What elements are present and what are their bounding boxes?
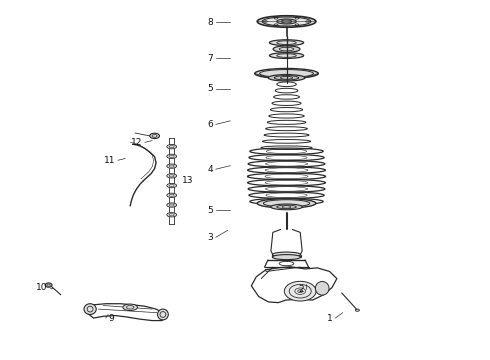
Ellipse shape [158, 309, 168, 320]
Ellipse shape [167, 213, 176, 217]
Text: 5: 5 [207, 84, 213, 93]
Text: 9: 9 [108, 314, 114, 323]
Text: 10: 10 [36, 283, 47, 292]
Ellipse shape [284, 281, 316, 301]
Text: 7: 7 [207, 54, 213, 63]
Text: 3: 3 [207, 233, 213, 242]
Text: 8: 8 [207, 18, 213, 27]
Ellipse shape [150, 133, 159, 139]
Ellipse shape [257, 16, 316, 27]
Ellipse shape [45, 283, 52, 287]
Ellipse shape [167, 174, 176, 178]
Ellipse shape [167, 164, 176, 168]
Text: 2: 2 [298, 285, 304, 294]
Text: 4: 4 [208, 165, 213, 174]
Ellipse shape [270, 40, 304, 45]
Ellipse shape [167, 193, 176, 198]
Ellipse shape [84, 304, 96, 315]
Text: 13: 13 [181, 176, 193, 185]
Ellipse shape [270, 53, 304, 58]
Ellipse shape [167, 154, 176, 158]
Ellipse shape [255, 68, 318, 78]
Ellipse shape [167, 184, 176, 188]
Ellipse shape [316, 282, 329, 295]
Ellipse shape [270, 204, 302, 210]
Text: 12: 12 [131, 138, 143, 147]
Ellipse shape [257, 199, 316, 208]
Ellipse shape [123, 304, 138, 311]
Ellipse shape [277, 19, 296, 24]
Ellipse shape [272, 255, 301, 260]
Ellipse shape [273, 46, 300, 52]
Ellipse shape [272, 252, 301, 257]
Text: 11: 11 [104, 156, 116, 165]
Ellipse shape [167, 203, 176, 207]
Ellipse shape [268, 75, 305, 81]
Ellipse shape [167, 144, 176, 149]
Text: 6: 6 [207, 120, 213, 129]
Text: 5: 5 [207, 206, 213, 215]
Text: 1: 1 [327, 314, 333, 323]
